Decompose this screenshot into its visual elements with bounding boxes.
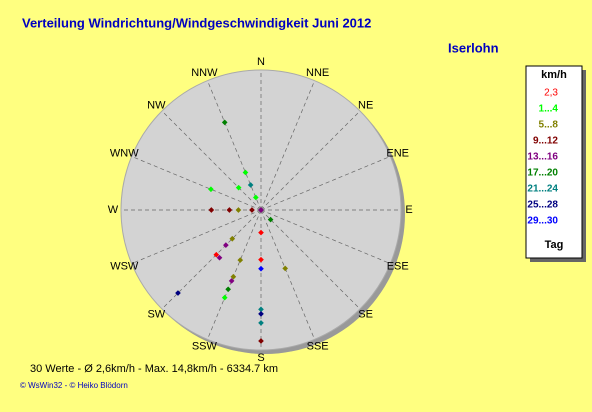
point	[282, 265, 289, 272]
point	[225, 286, 231, 293]
legend-entry: 5...8	[539, 120, 559, 131]
spoke	[207, 80, 262, 211]
direction-label: NNE	[306, 67, 329, 79]
direction-label: NNW	[191, 67, 218, 79]
spoke	[260, 209, 361, 310]
spoke	[260, 209, 391, 264]
spoke	[260, 80, 315, 211]
direction-label: SE	[358, 309, 373, 321]
legend-entry: 21...24	[527, 184, 558, 195]
spoke	[260, 110, 361, 211]
point	[258, 306, 264, 313]
point	[258, 338, 264, 344]
direction-label: WNW	[110, 147, 139, 159]
direction-label: WSW	[110, 261, 139, 273]
point	[235, 207, 242, 213]
chart-subtitle: Iserlohn	[448, 40, 499, 55]
point	[221, 294, 228, 301]
point	[249, 207, 255, 213]
legend-entry: 2,3	[544, 88, 558, 99]
spoke	[207, 209, 262, 340]
point	[252, 194, 259, 201]
direction-label: NW	[147, 99, 166, 111]
legend-entry: 29...30	[527, 216, 558, 227]
legend-entry: 9...12	[533, 136, 558, 147]
point	[230, 273, 237, 280]
direction-label: E	[405, 204, 412, 216]
direction-label: ESE	[387, 261, 409, 273]
chart-title: Verteilung Windrichtung/Windgeschwindigk…	[22, 15, 371, 30]
point	[223, 242, 229, 248]
point	[235, 184, 242, 191]
spoke	[131, 209, 262, 264]
point	[208, 207, 215, 213]
direction-label: ENE	[386, 147, 409, 159]
legend-footer: Tag	[545, 239, 564, 251]
point	[175, 290, 181, 296]
point	[226, 207, 233, 213]
point	[242, 169, 249, 176]
point	[229, 235, 236, 242]
spoke	[260, 156, 391, 211]
direction-label: S	[257, 352, 264, 364]
footer: 30 Werte - Ø 2,6km/h - Max. 14,8km/h - 6…	[30, 363, 278, 375]
direction-label: NE	[358, 99, 373, 111]
point	[237, 257, 244, 263]
spoke	[260, 209, 315, 340]
legend-entry: 13...16	[527, 152, 558, 163]
credits: © WsWin32 - © Heiko Blödorn	[20, 381, 128, 390]
legend-entry: 1...4	[539, 104, 559, 115]
spoke	[161, 110, 262, 211]
point	[228, 278, 235, 284]
point	[247, 182, 254, 188]
legend-box	[525, 65, 583, 259]
point	[213, 251, 220, 258]
legend-entry: 25...28	[527, 200, 558, 211]
point	[258, 207, 264, 213]
legend-entry: 17...20	[527, 168, 558, 179]
point	[258, 256, 264, 263]
direction-label: SSE	[307, 341, 329, 353]
point	[221, 119, 228, 126]
spoke	[131, 156, 262, 211]
point	[267, 216, 274, 223]
point	[208, 186, 214, 193]
spoke	[161, 209, 262, 310]
point	[258, 320, 264, 326]
point	[258, 265, 264, 272]
point	[258, 311, 264, 317]
legend-title: km/h	[541, 69, 567, 81]
direction-label: N	[257, 56, 265, 68]
point	[258, 229, 264, 236]
direction-label: SSW	[192, 341, 218, 353]
direction-label: SW	[147, 309, 165, 321]
direction-label: W	[108, 204, 119, 216]
